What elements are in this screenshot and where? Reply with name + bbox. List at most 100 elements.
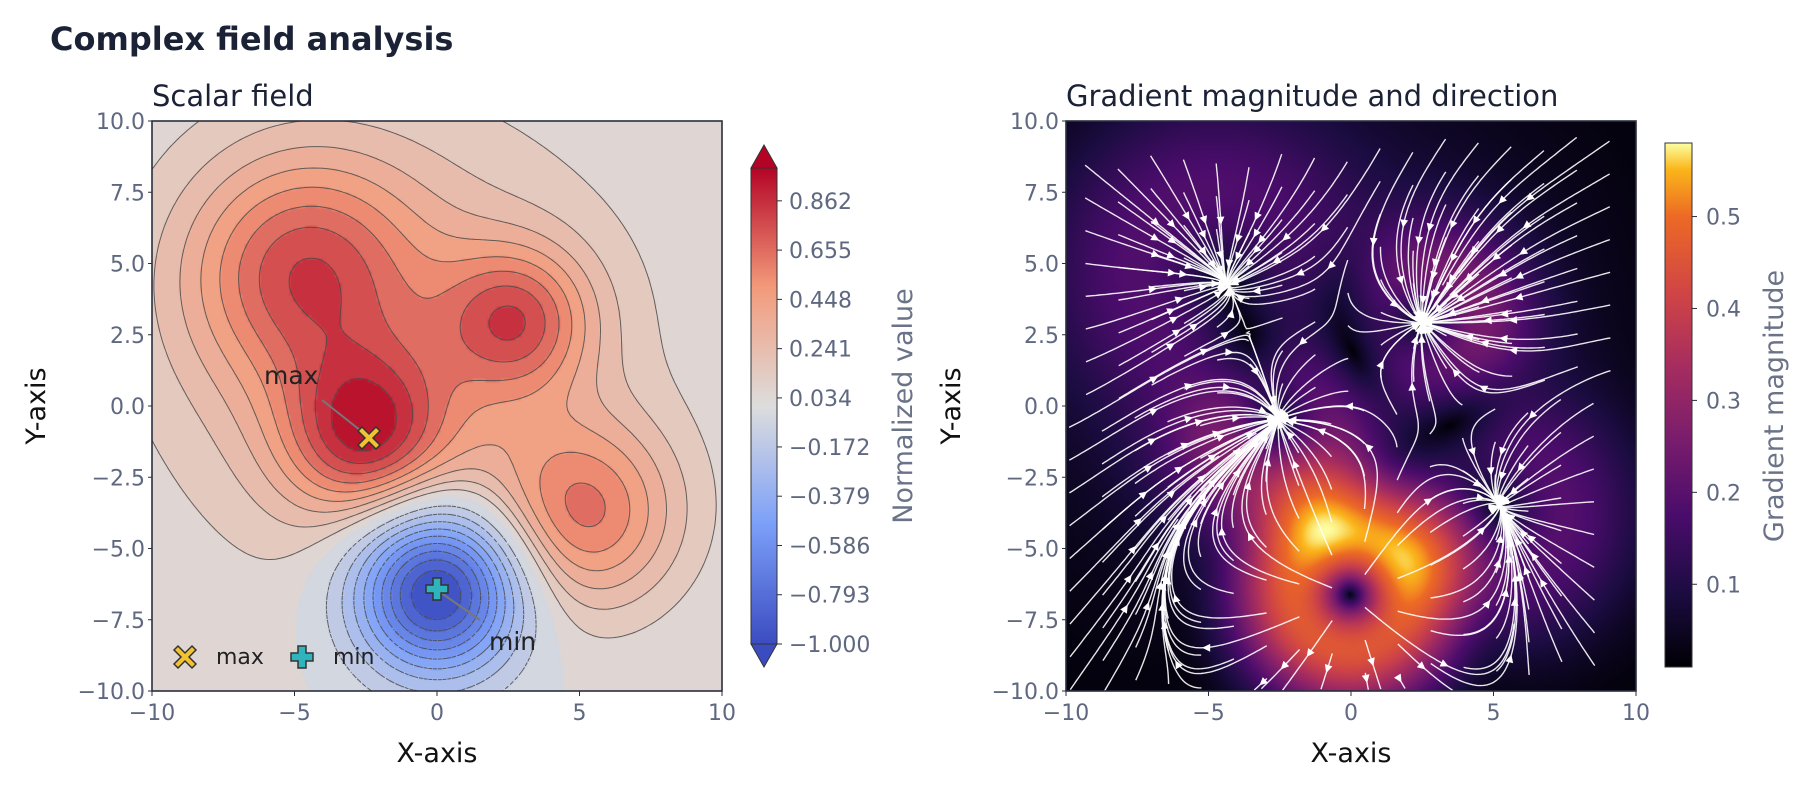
streamline-arrow (1452, 368, 1461, 378)
streamline-arrow (1253, 228, 1261, 238)
streamline-arrow (1222, 382, 1231, 391)
streamline-arrow (1394, 673, 1402, 683)
legend-max-marker (172, 644, 198, 670)
streamline-arrow (1500, 309, 1509, 318)
streamline-arrow (1292, 460, 1300, 469)
min-marker (425, 577, 449, 601)
streamline-arrow (1306, 648, 1315, 657)
streamline-arrow (1228, 287, 1236, 297)
contour-level (381, 543, 490, 651)
streamline-arrow (1259, 677, 1268, 686)
streamline-arrow (1258, 234, 1267, 244)
streamline-arrow (1218, 527, 1226, 536)
streamline-arrow (1245, 257, 1254, 267)
streamline-arrow (1419, 325, 1428, 334)
streamline-arrow (1279, 410, 1289, 419)
streamline-arrow (1184, 415, 1193, 424)
streamline-arrow (1166, 219, 1176, 228)
streamline-arrow (1519, 529, 1528, 539)
streamline-arrow (1171, 329, 1181, 337)
left-y-ticks: 10.0 7.5 5.0 2.5 0.0 −2.5 −5.0 −7.5 −10.0 (78, 110, 152, 705)
y-tick-label: 7.5 (1024, 181, 1059, 206)
streamline-arrow (1143, 465, 1153, 473)
streamline-arrow (1194, 418, 1204, 427)
streamline-arrow (1280, 660, 1290, 670)
streamline-arrow (1150, 233, 1160, 241)
streamline-arrow (1252, 286, 1261, 295)
contour-level (372, 535, 498, 660)
streamline-arrow (1225, 259, 1234, 268)
streamline-arrow (1415, 236, 1424, 245)
right-axes-title: Gradient magnitude and direction (1066, 79, 1558, 113)
colorbar-tick-label: −0.586 (789, 534, 870, 559)
right-x-axis-label: X-axis (1311, 738, 1392, 769)
streamline-arrow (1232, 448, 1242, 457)
streamline-arrow (1232, 468, 1241, 478)
streamline-arrow (1445, 281, 1454, 291)
x-tick-label: −5 (1192, 701, 1224, 726)
y-tick-label: −5.0 (92, 538, 145, 563)
streamline-arrow (1167, 268, 1177, 277)
y-tick-label: 2.5 (1024, 324, 1059, 349)
x-tick-label: −5 (278, 701, 310, 726)
contour-level (200, 167, 649, 572)
streamline-arrow (1450, 219, 1458, 229)
streamline-arrow (1236, 295, 1246, 303)
streamline-arrow (1480, 296, 1490, 304)
contour-level (153, 121, 688, 610)
legend: max min (172, 644, 375, 670)
contour-lines (152, 121, 717, 691)
streamline-arrow (1212, 430, 1221, 439)
streamline-arrow (1295, 268, 1305, 276)
streamline-arrow (1213, 290, 1223, 299)
y-tick-label: −7.5 (1006, 609, 1059, 634)
contour-level (179, 146, 667, 590)
y-tick-label: 10.0 (1010, 110, 1059, 135)
streamline-arrow (1498, 195, 1507, 204)
streamline-arrow (1499, 446, 1507, 456)
streamline-arrow (1232, 414, 1241, 423)
y-tick-label: −2.5 (1006, 466, 1059, 491)
colorbar-tick-label: −0.379 (789, 485, 870, 510)
streamline-arrow (1410, 335, 1419, 345)
streamline-arrow (1482, 600, 1491, 609)
left-colorbar-label: Normalized value (888, 288, 919, 523)
streamline-arrow (1220, 331, 1230, 340)
y-tick-label: −10.0 (992, 680, 1059, 705)
streamline-arrow (1169, 316, 1178, 324)
streamlines (1068, 136, 1611, 691)
streamline-arrow (1498, 269, 1508, 277)
streamline-arrow (1324, 664, 1333, 673)
streamline-arrow (1470, 245, 1479, 255)
streamline-arrow (1172, 522, 1180, 532)
streamline-arrow (1400, 219, 1409, 228)
streamline-arrow (1361, 674, 1370, 683)
contour-level (288, 257, 526, 464)
contour-level (238, 205, 606, 528)
streamline-arrow (1133, 518, 1142, 527)
x-tick-label: 5 (573, 701, 587, 726)
streamline-arrow (1492, 252, 1501, 261)
streamline-arrow (1158, 515, 1167, 524)
streamline-arrow (1199, 348, 1209, 356)
y-tick-label: 10.0 (96, 110, 145, 135)
streamline-arrow (1172, 594, 1181, 603)
streamline-arrow (1514, 292, 1524, 301)
streamline-arrow (1184, 497, 1194, 506)
left-x-ticks: −10 −5 0 5 10 (129, 691, 736, 726)
streamline-arrow (1525, 192, 1535, 201)
left-colorbar-ticks: 0.862 0.655 0.448 0.241 0.034 −0.172 −0.379 −0.… (777, 190, 870, 658)
scalar-field-panel: Scalar field −10 −5 0 5 10 10.0 7.5 5.0 2.5 0.0 −… (21, 79, 919, 769)
streamline-arrow (1150, 217, 1160, 226)
colorbar-tick-label: 0.5 (1706, 206, 1741, 231)
streamline-arrow (1416, 661, 1426, 670)
streamline-arrow (1489, 505, 1499, 514)
x-tick-label: 0 (430, 701, 444, 726)
streamline-arrow (1216, 216, 1225, 225)
colorbar-extend-top (750, 143, 778, 169)
streamline-arrow (1248, 532, 1256, 542)
contour-level (411, 570, 462, 620)
colorbar-tick-label: 0.448 (789, 288, 852, 313)
streamline-arrow (1166, 251, 1176, 259)
colorbar-tick-label: 0.1 (1706, 573, 1741, 598)
